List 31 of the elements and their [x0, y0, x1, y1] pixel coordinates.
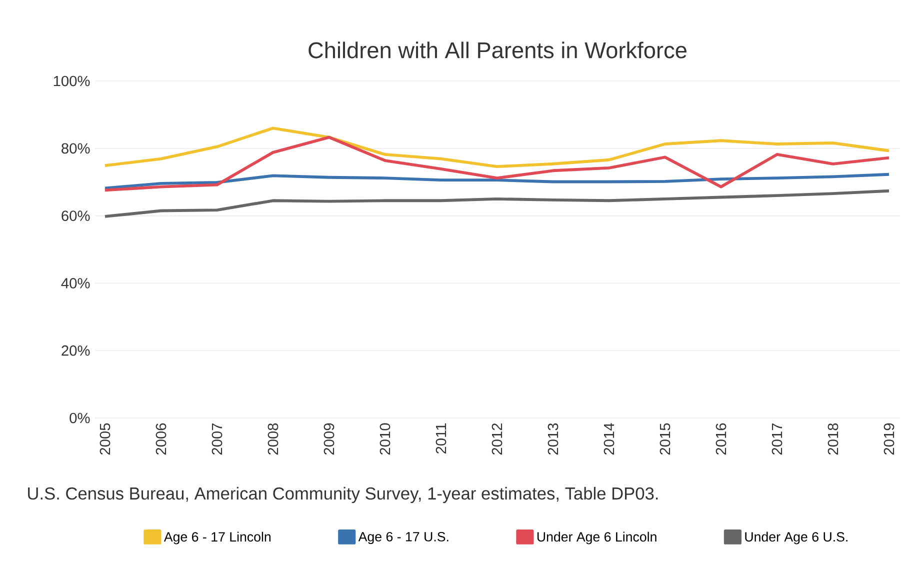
x-tick-label: 2014 [604, 423, 614, 455]
legend-label: Age 6 - 17 Lincoln [164, 532, 271, 544]
x-tick-label: 2019 [884, 423, 894, 455]
y-tick-label: 100% [54, 76, 90, 86]
y-tick-label: 0% [70, 412, 90, 424]
text: U.S. Census Bureau, American Community Survey, 1-year estimates, Table DP03. [28, 486, 658, 504]
x-tick-label: 2018 [828, 423, 838, 455]
y-tick-label: 60% [62, 210, 90, 221]
y-tick-label: 40% [61, 278, 90, 288]
x-tick-label: 2007 [212, 423, 222, 455]
x-tick-label: 2006 [156, 423, 166, 455]
x-tick-label: 2008 [268, 423, 278, 455]
legend-label: Age 6 - 17 U.S. [358, 532, 448, 544]
line-series [104, 126, 890, 168]
x-tick-label: 2013 [548, 423, 558, 455]
line-series [104, 189, 890, 218]
line-series [104, 172, 890, 190]
legend-label: Under Age 6 U.S. [745, 532, 848, 544]
chart-title: Children with All Parents in Workforce [308, 42, 686, 58]
x-tick-label: 2015 [660, 423, 670, 455]
legend-label: Under Age 6 Lincoln [537, 532, 656, 544]
x-tick-label: 2005 [100, 423, 110, 455]
x-tick-label: 2010 [380, 423, 390, 455]
y-tick-label: 80% [62, 143, 90, 154]
x-tick-label: 2011 [436, 423, 446, 454]
x-tick-label: 2009 [324, 423, 334, 455]
x-tick-label: 2016 [716, 423, 726, 455]
line-series [104, 136, 890, 192]
y-tick-label: 20% [62, 345, 90, 356]
x-tick-label: 2017 [772, 423, 782, 455]
x-tick-label: 2012 [492, 423, 502, 455]
